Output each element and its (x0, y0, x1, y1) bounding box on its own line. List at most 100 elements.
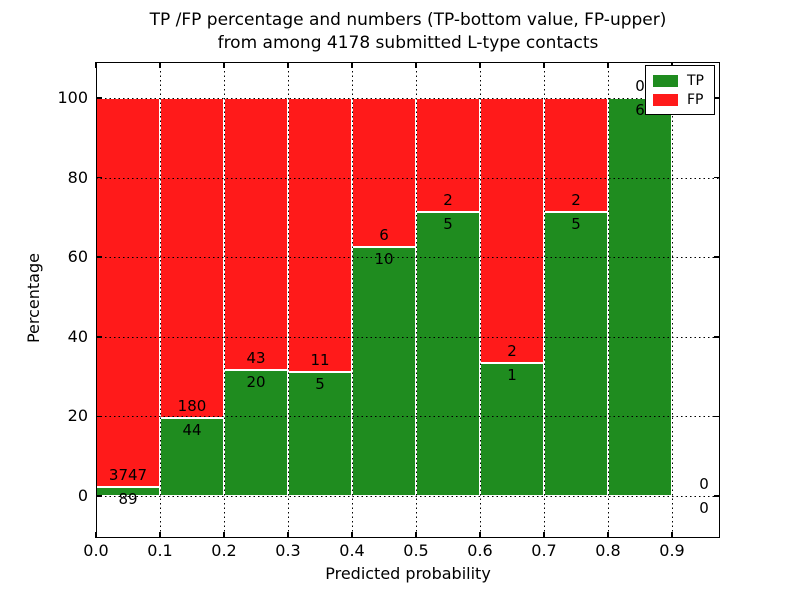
x-tick-label: 0.4 (339, 541, 365, 560)
x-tick-top (95, 62, 97, 68)
legend-label-fp: FP (687, 91, 704, 108)
gridline-x-0.7 (544, 62, 545, 538)
x-tick-top (351, 62, 353, 68)
gridline-x-0.5 (416, 62, 417, 538)
y-tick-right (714, 97, 720, 99)
x-tick-label: 0.5 (403, 541, 429, 560)
bar-label-fp-0.2-0.3: 43 (246, 348, 266, 367)
bar-label-fp-0.1-0.2: 180 (177, 396, 207, 415)
x-tick-label: 0.8 (595, 541, 621, 560)
bar-label-fp-0.6-0.7: 2 (507, 342, 517, 361)
bar-label-fp-0.3-0.4: 11 (310, 350, 330, 369)
axes-frame (96, 62, 720, 538)
x-tick-label: 0.7 (531, 541, 557, 560)
gridline-x-0.3 (288, 62, 289, 538)
bar-label-fp-0.9-1.0: 0 (699, 475, 709, 493)
y-tick-right (714, 176, 720, 179)
bar-label-tp-0.5-0.6: 5 (443, 214, 453, 233)
y-tick-left (96, 97, 102, 99)
gridline-y-80 (96, 177, 720, 179)
y-tick-left (96, 256, 102, 258)
x-tick-label: 0.3 (275, 541, 301, 560)
x-tick-top (607, 62, 609, 68)
bar-label-tp-0.8-0.9: 6 (635, 101, 645, 119)
gridline-x-0.2 (224, 62, 225, 538)
bar-fp-0.2-0.3 (224, 98, 288, 370)
legend-swatch-fp (653, 93, 678, 106)
bar-fp-0.0-0.1 (96, 98, 160, 487)
x-tick-top (287, 62, 289, 68)
gridline-x-0.9 (672, 62, 673, 538)
bar-fp-0.6-0.7 (480, 98, 544, 364)
gridline-y-100 (96, 98, 720, 99)
bar-tp-0.5-0.6 (416, 211, 480, 496)
x-tick-bottom (287, 532, 289, 538)
legend-row-tp: TP (653, 71, 714, 90)
plot-area: TP FP 3747 89 180 44 43 20 11 5 6 10 2 5 2 1 2 5 0 6 0 0 (95, 62, 720, 538)
y-tick-left (96, 176, 102, 179)
bar-label-fp-0.4-0.5: 6 (379, 226, 389, 245)
x-tick-label: 0.6 (467, 541, 493, 560)
x-tick-bottom (351, 532, 353, 538)
legend: TP FP (645, 65, 715, 115)
bar-label-tp-0.2-0.3: 20 (246, 372, 266, 391)
x-tick-label: 0.9 (659, 541, 685, 560)
y-tick-right (714, 336, 720, 338)
y-tick-right (714, 256, 720, 258)
bar-label-tp-0.7-0.8: 5 (571, 214, 581, 233)
y-tick-left (96, 336, 102, 338)
x-tick-bottom (95, 532, 97, 538)
x-tick-bottom (671, 532, 673, 538)
gridline-x-0.4 (352, 62, 353, 538)
x-tick-top (543, 62, 545, 68)
x-tick-top (479, 62, 481, 68)
x-axis-label: Predicted probability (325, 564, 491, 583)
y-tick-label: 20 (67, 406, 88, 426)
x-tick-label: 0.1 (147, 541, 173, 560)
bar-label-fp-0.0-0.1: 3747 (108, 465, 148, 484)
y-tick-left (96, 415, 102, 418)
gridline-x-0.8 (608, 62, 609, 538)
y-tick-label: 40 (67, 326, 88, 346)
x-tick-top (223, 62, 225, 68)
bar-label-tp-0.3-0.4: 5 (315, 374, 325, 393)
x-tick-label: 0.2 (211, 541, 237, 560)
x-tick-bottom (607, 532, 609, 538)
bar-tp-0.1-0.2 (160, 417, 224, 496)
bar-label-fp-0.8-0.9: 0 (635, 77, 645, 95)
legend-label-tp: TP (687, 72, 704, 89)
bar-label-tp-0.4-0.5: 10 (374, 250, 394, 269)
y-tick-right (714, 415, 720, 418)
y-tick-left (96, 495, 102, 497)
x-tick-top (415, 62, 417, 68)
y-tick-label: 100 (57, 88, 88, 107)
x-tick-bottom (479, 532, 481, 538)
gridline-y-0 (96, 496, 720, 497)
x-tick-bottom (543, 532, 545, 538)
x-tick-bottom (223, 532, 225, 538)
legend-row-fp: FP (653, 90, 714, 109)
x-tick-label: 0.0 (83, 541, 109, 560)
y-tick-right (714, 495, 720, 497)
gridline-x-0.6 (480, 62, 481, 538)
bar-label-tp-0.0-0.1: 89 (118, 489, 138, 508)
gridline-y-60 (96, 257, 720, 259)
chart-title: TP /FP percentage and numbers (TP-bottom… (88, 9, 728, 55)
y-axis-label: Percentage (24, 253, 43, 344)
y-tick-label: 80 (67, 167, 88, 187)
bar-label-fp-0.5-0.6: 2 (443, 190, 453, 209)
gridline-y-40 (96, 336, 720, 338)
gridline-y-20 (96, 416, 720, 418)
bar-label-tp-0.9-1.0: 0 (699, 499, 709, 517)
x-tick-top (159, 62, 161, 68)
legend-swatch-tp (653, 74, 678, 87)
y-tick-label: 60 (67, 247, 88, 267)
chart-title-line-1: TP /FP percentage and numbers (TP-bottom… (149, 10, 667, 30)
bar-label-tp-0.1-0.2: 44 (182, 420, 202, 439)
y-tick-label: 0 (77, 486, 88, 505)
x-tick-bottom (159, 532, 161, 538)
gridline-x-0.1 (160, 62, 161, 538)
bar-label-tp-0.6-0.7: 1 (507, 366, 517, 385)
x-tick-bottom (415, 532, 417, 538)
